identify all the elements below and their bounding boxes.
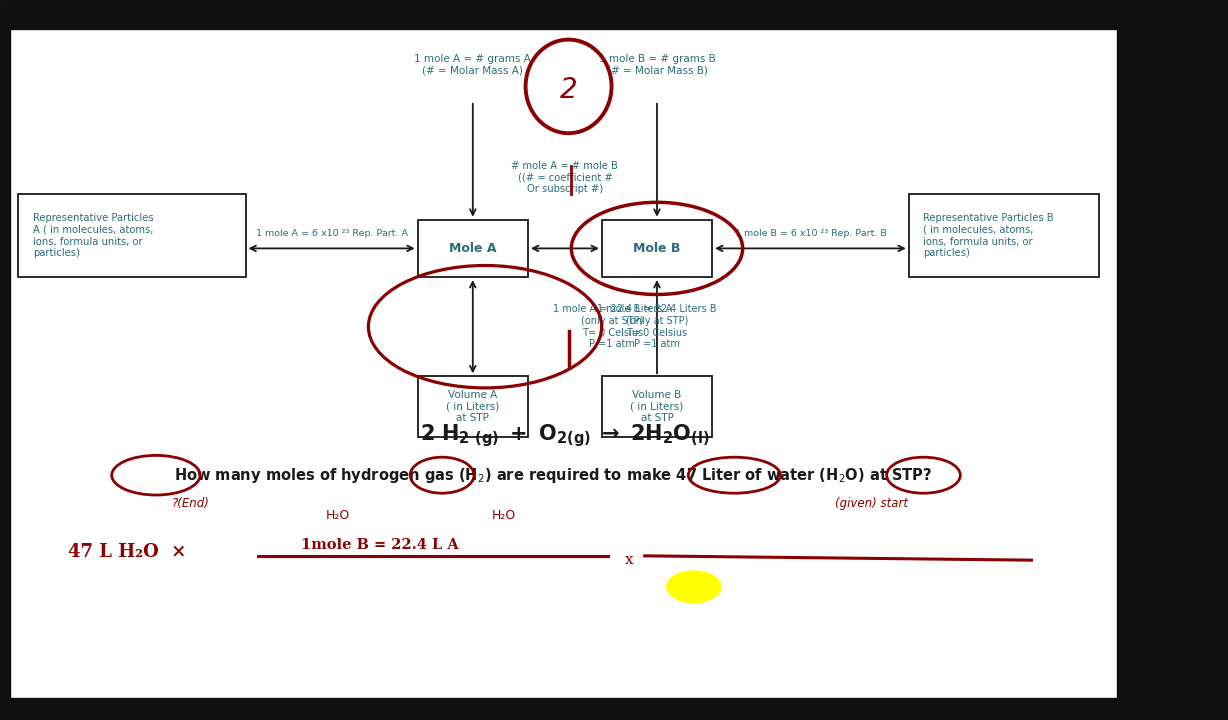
Text: 1 mole A = # grams A
(# = Molar Mass A): 1 mole A = # grams A (# = Molar Mass A) xyxy=(414,54,532,76)
Text: $\mathbf{2\ H_2}$$\mathbf{_{\ (g)}}$$\mathbf{\ +\ O_{2(g)}\ \rightarrow\ 2H_2O_{: $\mathbf{2\ H_2}$$\mathbf{_{\ (g)}}$$\ma… xyxy=(420,422,710,449)
Text: 1 mole B = 22.4 Liters B
(only at STP)
T= 0 Celsius
P =1 atm: 1 mole B = 22.4 Liters B (only at STP) T… xyxy=(597,305,717,349)
Bar xyxy=(418,376,528,437)
Bar xyxy=(602,376,712,437)
Text: H₂O: H₂O xyxy=(325,509,350,522)
Text: 1 mole B = # grams B
(# = Molar Mass B): 1 mole B = # grams B (# = Molar Mass B) xyxy=(598,54,716,76)
Text: # mole A = # mole B
((# = coefficient #
Or subscript #): # mole A = # mole B ((# = coefficient # … xyxy=(511,161,619,194)
Bar xyxy=(0,698,1228,720)
Bar xyxy=(909,194,1099,277)
Bar xyxy=(418,220,528,277)
Text: ?(End): ?(End) xyxy=(172,498,209,510)
Text: Volume B
( in Liters)
at STP: Volume B ( in Liters) at STP xyxy=(630,390,684,423)
Text: (given) start: (given) start xyxy=(835,498,907,510)
Text: Representative Particles B
( in molecules, atoms,
ions, formula units, or
partic: Representative Particles B ( in molecule… xyxy=(923,213,1054,258)
Bar xyxy=(1117,29,1228,698)
Text: Mole A: Mole A xyxy=(449,242,496,255)
Text: H₂O: H₂O xyxy=(491,509,516,522)
Text: 1 mole B = 6 x10 ²³ Rep. Part. B: 1 mole B = 6 x10 ²³ Rep. Part. B xyxy=(734,228,887,238)
Bar xyxy=(0,29,10,698)
Bar xyxy=(18,194,246,277)
Text: 47 L H₂O  ×: 47 L H₂O × xyxy=(68,543,185,562)
Text: 1mole B = 22.4 L A: 1mole B = 22.4 L A xyxy=(301,539,458,552)
Text: Mole B: Mole B xyxy=(634,242,680,255)
Text: 2: 2 xyxy=(560,76,577,104)
Text: x: x xyxy=(624,553,634,567)
Bar xyxy=(0,0,1228,29)
Text: 1 mole A = 6 x10 ²³ Rep. Part. A: 1 mole A = 6 x10 ²³ Rep. Part. A xyxy=(255,228,408,238)
Text: Volume A
( in Liters)
at STP: Volume A ( in Liters) at STP xyxy=(446,390,500,423)
Text: How many moles of hydrogen gas (H$_2$) are required to make 47 Liter of water (H: How many moles of hydrogen gas (H$_2$) a… xyxy=(173,466,932,485)
Bar xyxy=(602,220,712,277)
Text: Representative Particles
A ( in molecules, atoms,
ions, formula units, or
partic: Representative Particles A ( in molecule… xyxy=(33,213,154,258)
Text: 1 mole A = 22.4 Liters A
(only at STP)
T= 0 Celsius
P =1 atm: 1 mole A = 22.4 Liters A (only at STP) T… xyxy=(553,305,672,349)
Circle shape xyxy=(667,571,721,603)
